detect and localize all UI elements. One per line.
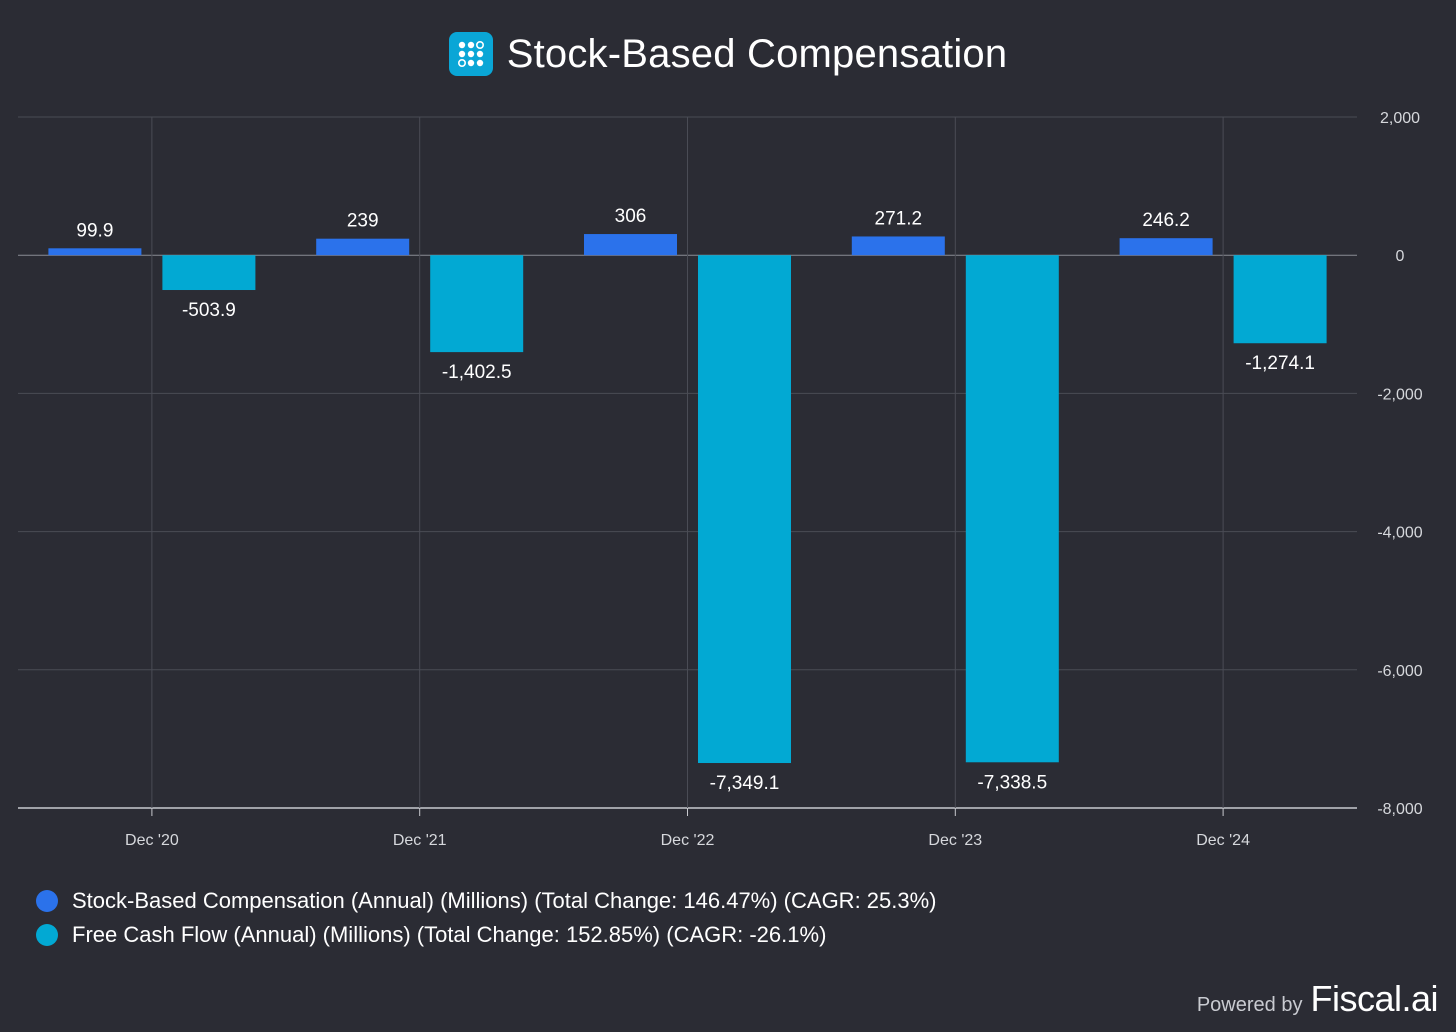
bar-fcf[interactable] xyxy=(430,255,524,353)
data-label: -7,338.5 xyxy=(977,772,1047,793)
y-tick-label: -8,000 xyxy=(1377,801,1422,818)
bar-sbc[interactable] xyxy=(316,238,410,256)
bar-fcf[interactable] xyxy=(965,255,1059,763)
powered-by-text: Powered by xyxy=(1196,994,1303,1016)
x-tick-label: Dec '21 xyxy=(393,832,447,849)
bar-fcf[interactable] xyxy=(1233,255,1327,344)
y-tick-label: -2,000 xyxy=(1377,386,1422,403)
bar-fcf[interactable] xyxy=(698,255,791,764)
data-label: -503.9 xyxy=(182,300,236,321)
data-label: -1,402.5 xyxy=(442,362,512,383)
x-tick-label: Dec '23 xyxy=(928,832,982,849)
y-tick-label: 2,000 xyxy=(1380,110,1420,127)
data-label: 99.9 xyxy=(76,220,113,241)
chart-legend: Stock-Based Compensation (Annual) (Milli… xyxy=(36,884,937,952)
x-tick-label: Dec '22 xyxy=(661,832,715,849)
data-label: 239 xyxy=(347,211,379,232)
y-tick-label: 0 xyxy=(1396,248,1405,265)
footer-branding: Powered by Fiscal.ai xyxy=(1196,978,1439,1020)
brand-logo-text[interactable]: Fiscal.ai xyxy=(1310,978,1438,1019)
chart-title: Stock-Based Compensation xyxy=(506,31,1008,76)
data-label: 306 xyxy=(615,206,647,227)
bar-sbc[interactable] xyxy=(48,248,142,256)
legend-marker-fcf xyxy=(36,924,58,946)
data-label: 246.2 xyxy=(1142,210,1190,231)
title-bar: Stock-Based Compensation xyxy=(0,26,1456,82)
x-tick-label: Dec '24 xyxy=(1196,832,1250,849)
data-label: -1,274.1 xyxy=(1245,353,1315,374)
legend-item-fcf[interactable]: Free Cash Flow (Annual) (Millions) (Tota… xyxy=(36,918,937,952)
x-tick-label: Dec '20 xyxy=(125,832,179,849)
legend-label-fcf: Free Cash Flow (Annual) (Millions) (Tota… xyxy=(72,922,827,947)
bar-sbc[interactable] xyxy=(851,236,945,256)
bar-sbc[interactable] xyxy=(1119,238,1213,256)
data-label: -7,349.1 xyxy=(710,773,780,794)
legend-item-sbc[interactable]: Stock-Based Compensation (Annual) (Milli… xyxy=(36,884,937,918)
fiscal-dots-logo-icon xyxy=(448,32,493,76)
data-label: 271.2 xyxy=(875,208,923,229)
bar-sbc[interactable] xyxy=(584,234,677,256)
legend-label-sbc: Stock-Based Compensation (Annual) (Milli… xyxy=(72,888,937,913)
bar-fcf[interactable] xyxy=(162,255,256,291)
y-tick-label: -4,000 xyxy=(1377,525,1422,542)
bar-chart: 2,000 0 -2,000 -4,000 -6,000 -8,000 Dec '20 Dec… xyxy=(18,110,1423,849)
y-tick-label: -6,000 xyxy=(1377,663,1422,680)
legend-marker-sbc xyxy=(36,890,58,912)
